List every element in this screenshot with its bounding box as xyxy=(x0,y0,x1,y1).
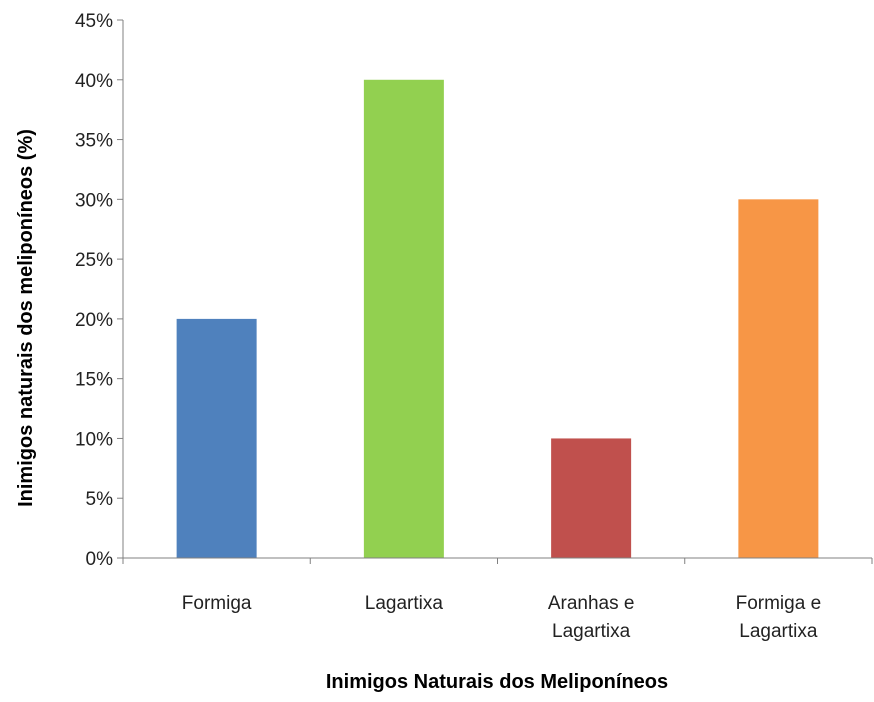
bar-1 xyxy=(176,318,257,558)
bar-2 xyxy=(363,79,444,559)
y-tick-label: 40% xyxy=(75,71,113,92)
labels-group: 0% 5% 10% 15% 20% 25% 30% 35% 40% 45% Formiga Lagar… xyxy=(75,11,821,642)
y-axis-title: Inimigos naturais dos meliponíneos (%) xyxy=(15,129,37,507)
y-tick-label: 5% xyxy=(86,489,114,510)
x-tick-label: Formiga xyxy=(182,593,252,614)
bars-group xyxy=(176,79,819,559)
x-tick-label: Aranhas e Lagartixa xyxy=(548,593,635,642)
bar-4 xyxy=(738,199,819,559)
y-tick-label: 30% xyxy=(75,190,113,211)
y-tick-label: 20% xyxy=(75,310,113,331)
bar-3 xyxy=(551,438,632,558)
axes-group xyxy=(117,19,873,564)
y-tick-label: 15% xyxy=(75,370,113,391)
x-axis-title: Inimigos Naturais dos Meliponíneos xyxy=(326,671,668,693)
y-tick-label: 0% xyxy=(86,549,114,570)
y-tick-label: 35% xyxy=(75,131,113,152)
x-tick-label: Formiga e Lagartixa xyxy=(736,593,822,642)
x-tick-label: Lagartixa xyxy=(365,593,444,614)
y-tick-label: 10% xyxy=(75,429,113,450)
y-tick-label: 45% xyxy=(75,11,113,32)
y-tick-label: 25% xyxy=(75,250,113,271)
